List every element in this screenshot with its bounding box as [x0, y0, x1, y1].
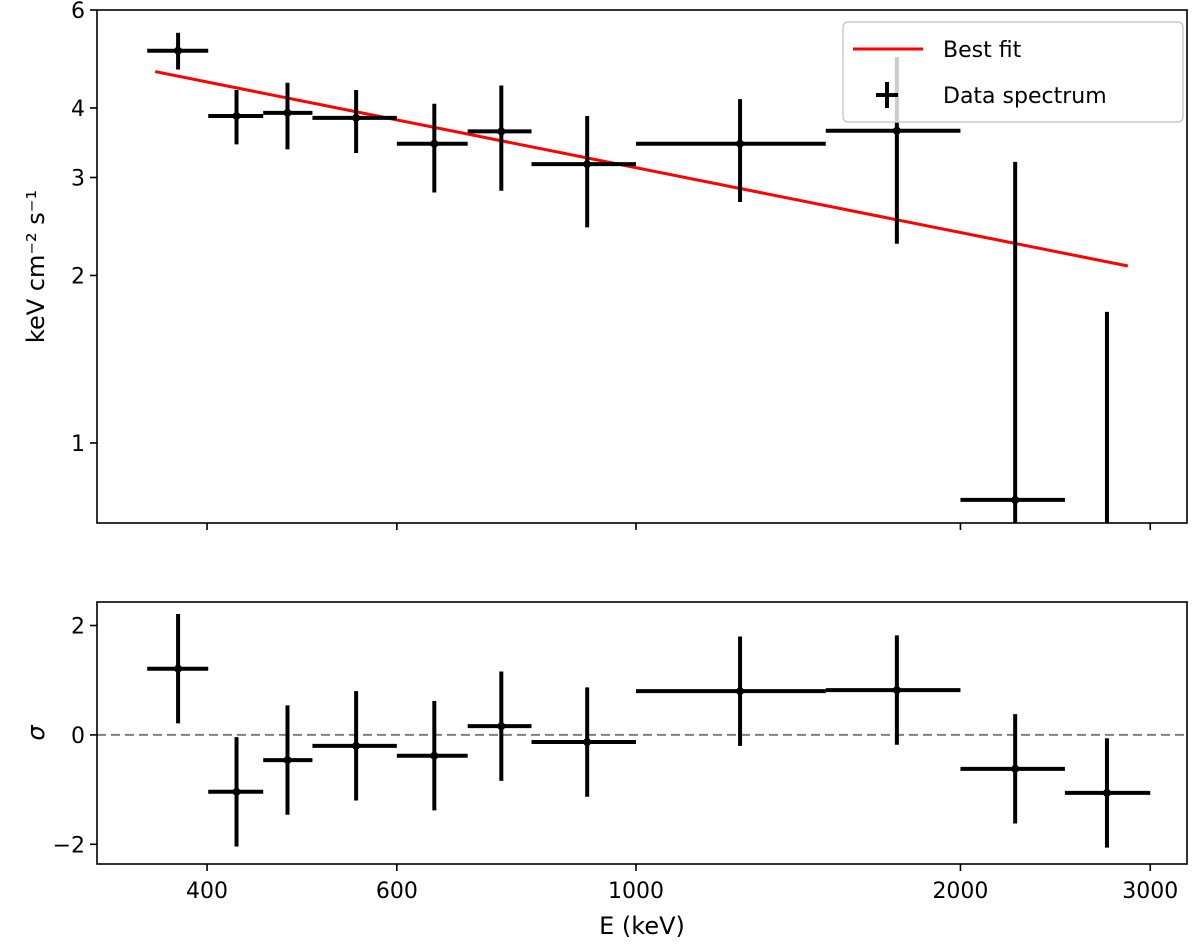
y-tick-label: 6 — [71, 0, 85, 24]
legend-label: Best fit — [943, 38, 1022, 63]
y-tick-label: 1 — [71, 432, 85, 457]
data-point — [174, 46, 183, 55]
data-point — [283, 108, 292, 117]
data-point — [283, 756, 292, 765]
data-point — [352, 741, 361, 750]
data-point — [892, 686, 901, 695]
data-point — [430, 139, 439, 148]
legend-label: Data spectrum — [943, 84, 1107, 109]
data-point — [736, 687, 745, 696]
plot-frame — [96, 9, 1188, 524]
data-point — [1103, 583, 1111, 591]
y-tick-label: 2 — [71, 615, 85, 640]
x-tick-label: 1000 — [608, 879, 664, 904]
y-tick-label: 0 — [71, 724, 85, 749]
legend-box — [842, 21, 1184, 123]
y-tick-label: 3 — [71, 166, 85, 191]
plot-area — [147, 32, 1129, 591]
plot-area — [97, 614, 1187, 848]
data-point — [1011, 495, 1020, 504]
data-point — [583, 738, 592, 747]
y-tick-label: 2 — [71, 264, 85, 289]
x-tick-label: 400 — [186, 879, 228, 904]
data-point — [232, 111, 241, 120]
x-tick-label: 2000 — [932, 879, 988, 904]
data-point — [174, 664, 183, 673]
fit-line — [154, 70, 1129, 268]
data-point — [430, 751, 439, 760]
x-axis-label: E (keV) — [599, 912, 685, 940]
data-point — [736, 139, 745, 148]
y-tick-label: 4 — [71, 97, 85, 122]
y-axis-label: keV cm⁻² s⁻¹ — [22, 190, 50, 343]
data-point — [1102, 788, 1111, 797]
data-point — [583, 160, 592, 169]
data-point — [497, 722, 506, 731]
plot-frame — [96, 601, 1188, 865]
data-point — [892, 126, 901, 135]
data-point — [232, 787, 241, 796]
x-tick-label: 600 — [376, 879, 418, 904]
data-point — [1011, 764, 1020, 773]
x-tick-label: 3000 — [1122, 879, 1178, 904]
data-point — [497, 127, 506, 136]
y-tick-label: −2 — [53, 833, 85, 858]
data-point — [352, 113, 361, 122]
y-axis-label: σ — [22, 725, 50, 741]
